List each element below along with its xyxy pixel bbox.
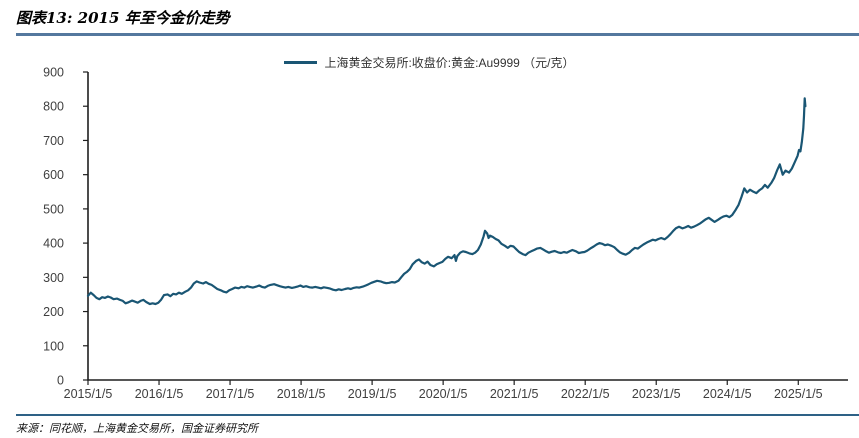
y-tick-label: 100	[43, 339, 64, 353]
legend-line-swatch	[284, 60, 318, 65]
x-tick-label: 2025/1/5	[774, 387, 823, 401]
x-tick-label: 2023/1/5	[632, 387, 681, 401]
x-tick-label: 2018/1/5	[277, 387, 326, 401]
chart-legend: 上海黄金交易所:收盘价:黄金:Au9999 （元/克）	[0, 54, 859, 71]
axis-lines	[87, 72, 848, 381]
footer-divider-rule	[16, 414, 859, 416]
x-tick-label: 2022/1/5	[561, 387, 610, 401]
x-tick-label: 2015/1/5	[64, 387, 113, 401]
y-tick-label: 200	[43, 305, 64, 319]
figure-title: 图表13: 2015 年至今金价走势	[16, 9, 230, 27]
y-tick-label: 300	[43, 271, 64, 285]
title-divider-rule	[16, 33, 859, 36]
legend-label: 上海黄金交易所:收盘价:黄金:Au9999 （元/克）	[324, 56, 575, 70]
source-note: 来源：同花顺，上海黄金交易所，国金证券研究所	[16, 422, 258, 435]
y-tick-label: 500	[43, 202, 64, 216]
x-tick-label: 2019/1/5	[348, 387, 397, 401]
y-tick-label: 900	[43, 66, 64, 80]
x-tick-label: 2024/1/5	[703, 387, 752, 401]
y-tick-label: 0	[57, 374, 64, 388]
gold-price-series-line	[86, 97, 807, 306]
x-tick-label: 2020/1/5	[419, 387, 468, 401]
y-tick-label: 700	[43, 134, 64, 148]
y-tick-label: 800	[43, 100, 64, 114]
y-tick-label: 600	[43, 168, 64, 182]
x-tick-label: 2021/1/5	[490, 387, 539, 401]
y-tick-label: 400	[43, 237, 64, 251]
x-tick-label: 2017/1/5	[206, 387, 255, 401]
x-tick-label: 2016/1/5	[135, 387, 184, 401]
